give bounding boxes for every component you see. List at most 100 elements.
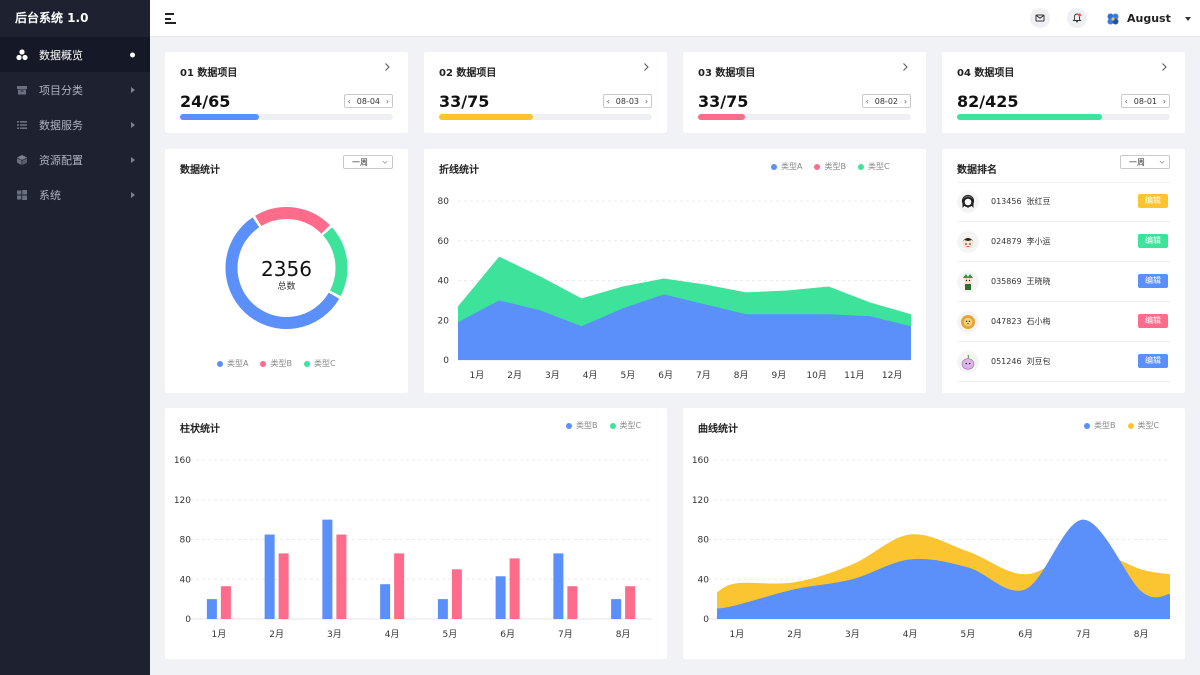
y-tick-label: 0 (703, 615, 709, 625)
rank-name: 石小梅 (1026, 317, 1051, 326)
edit-button[interactable]: 编辑 (1138, 314, 1168, 328)
prev-date-button[interactable]: ‹ (606, 96, 610, 106)
x-tick-label: 7月 (558, 629, 573, 640)
stat-title: 03 数据项目 (698, 68, 756, 79)
x-tick-label: 10月 (806, 370, 826, 381)
rank-name: 李小运 (1026, 237, 1051, 246)
app-title: 后台系统 1.0 (15, 11, 89, 25)
stat-title: 01 数据项目 (180, 68, 238, 79)
bar-legend: 类型B 类型C (566, 420, 641, 431)
bar (509, 558, 520, 619)
period-select[interactable]: 一周 (343, 155, 393, 169)
x-tick-label: 7月 (696, 370, 711, 381)
x-tick-label: 5月 (961, 629, 976, 640)
period-value: 一周 (352, 157, 368, 167)
stat-card-4: 04 数据项目 82/425 ‹ 08-01 › (942, 52, 1185, 133)
prev-date-button[interactable]: ‹ (347, 96, 351, 106)
date-value: 08-01 (1133, 96, 1157, 106)
rank-name: 张红豆 (1026, 197, 1051, 206)
chevron-right-icon[interactable] (900, 62, 910, 72)
x-tick-label: 12月 (882, 370, 902, 381)
cluster-icon (16, 48, 28, 61)
rank-name: 刘豆包 (1026, 357, 1051, 366)
user-name: August (1127, 12, 1171, 25)
sidebar-item-overview[interactable]: 数据概览 (0, 37, 150, 72)
prev-date-button[interactable]: ‹ (1124, 96, 1128, 106)
x-tick-label: 11月 (844, 370, 864, 381)
avatar (957, 350, 979, 373)
ranking-card: 数据排名 一周 013456 张红豆 编辑 024879 李小运 编辑 0358… (942, 149, 1185, 393)
chevron-right-icon[interactable] (641, 62, 651, 72)
y-tick-label: 80 (180, 536, 192, 546)
bar-chart: 0 40 80 120 160 1月 2月 3月 4月 5月 6月 7月 8月 (174, 456, 652, 640)
sidebar-item-label: 系统 (39, 188, 61, 202)
edit-button[interactable]: 编辑 (1138, 354, 1168, 368)
x-tick-label: 2月 (507, 370, 522, 381)
y-tick-label: 40 (180, 575, 192, 585)
avatar (957, 310, 979, 333)
notification-button[interactable] (1067, 8, 1087, 28)
mail-button[interactable] (1030, 8, 1050, 28)
card-title: 柱状统计 (180, 424, 220, 435)
avatar (957, 230, 979, 253)
x-tick-label: 5月 (621, 370, 636, 381)
bar (220, 586, 231, 619)
chevron-down-icon (382, 160, 388, 164)
sidebar-item-resources[interactable]: 资源配置 (0, 142, 150, 177)
y-tick-label: 40 (698, 575, 710, 585)
sidebar-item-categories[interactable]: 项目分类 (0, 72, 150, 107)
hamburger-icon[interactable] (165, 13, 176, 24)
progress-track (180, 114, 393, 120)
edit-button[interactable]: 编辑 (1138, 274, 1168, 288)
x-tick-label: 6月 (1018, 629, 1033, 640)
legend-item: 类型A (217, 358, 248, 369)
period-select[interactable]: 一周 (1120, 155, 1170, 169)
y-tick-label: 80 (438, 197, 450, 207)
chevron-right-icon[interactable] (382, 62, 392, 72)
divider (957, 182, 1170, 183)
ranking-row: 013456 张红豆 编辑 (957, 182, 1170, 222)
stat-card-2: 02 数据项目 33/75 ‹ 08-03 › (424, 52, 667, 133)
x-tick-label: 2月 (269, 629, 284, 640)
next-date-button[interactable]: › (1162, 96, 1167, 106)
bar (380, 584, 391, 619)
rank-name: 王晓晓 (1026, 277, 1051, 286)
edit-button[interactable]: 编辑 (1138, 234, 1168, 248)
y-tick-label: 20 (438, 316, 450, 326)
top-header: August (150, 0, 1200, 37)
stat-value: 33/75 (698, 92, 749, 111)
bar (394, 553, 405, 619)
date-stepper: ‹ 08-02 › (861, 94, 911, 108)
y-tick-label: 0 (443, 356, 449, 366)
chevron-right-icon[interactable] (1159, 62, 1169, 72)
card-title: 折线统计 (439, 165, 479, 176)
bar (206, 599, 217, 619)
donut-legend: 类型A 类型B 类型C (217, 358, 336, 369)
y-tick-label: 120 (692, 496, 709, 506)
line-legend: 类型A 类型B 类型C (771, 161, 890, 172)
sidebar-item-label: 资源配置 (39, 153, 83, 167)
avatar (957, 270, 979, 293)
edit-button[interactable]: 编辑 (1138, 194, 1168, 208)
next-date-button[interactable]: › (385, 96, 390, 106)
donut-chart: 2356 总数 (225, 207, 348, 329)
sidebar-item-data-service[interactable]: 数据服务 (0, 107, 150, 142)
legend-item: 类型B (260, 358, 292, 369)
user-menu[interactable]: August (1105, 8, 1191, 29)
legend-item: 类型C (303, 358, 336, 369)
progress-fill (957, 114, 1102, 120)
date-value: 08-03 (615, 96, 639, 106)
legend-item: 类型C (609, 420, 641, 431)
x-tick-label: 1月 (212, 629, 227, 640)
prev-date-button[interactable]: ‹ (865, 96, 869, 106)
sidebar-item-system[interactable]: 系统 (0, 177, 150, 212)
donut-total: 2356 (261, 257, 312, 281)
next-date-button[interactable]: › (644, 96, 649, 106)
stat-value: 24/65 (180, 92, 231, 111)
bar (611, 599, 622, 619)
caret-down-icon (1184, 16, 1191, 21)
curve-chart: 0 40 80 120 160 1月 2月 3月 4月 5月 6月 7月 8月 (692, 456, 1170, 640)
next-date-button[interactable]: › (903, 96, 908, 106)
x-tick-label: 1月 (470, 370, 485, 381)
chevron-right-icon (131, 121, 135, 128)
